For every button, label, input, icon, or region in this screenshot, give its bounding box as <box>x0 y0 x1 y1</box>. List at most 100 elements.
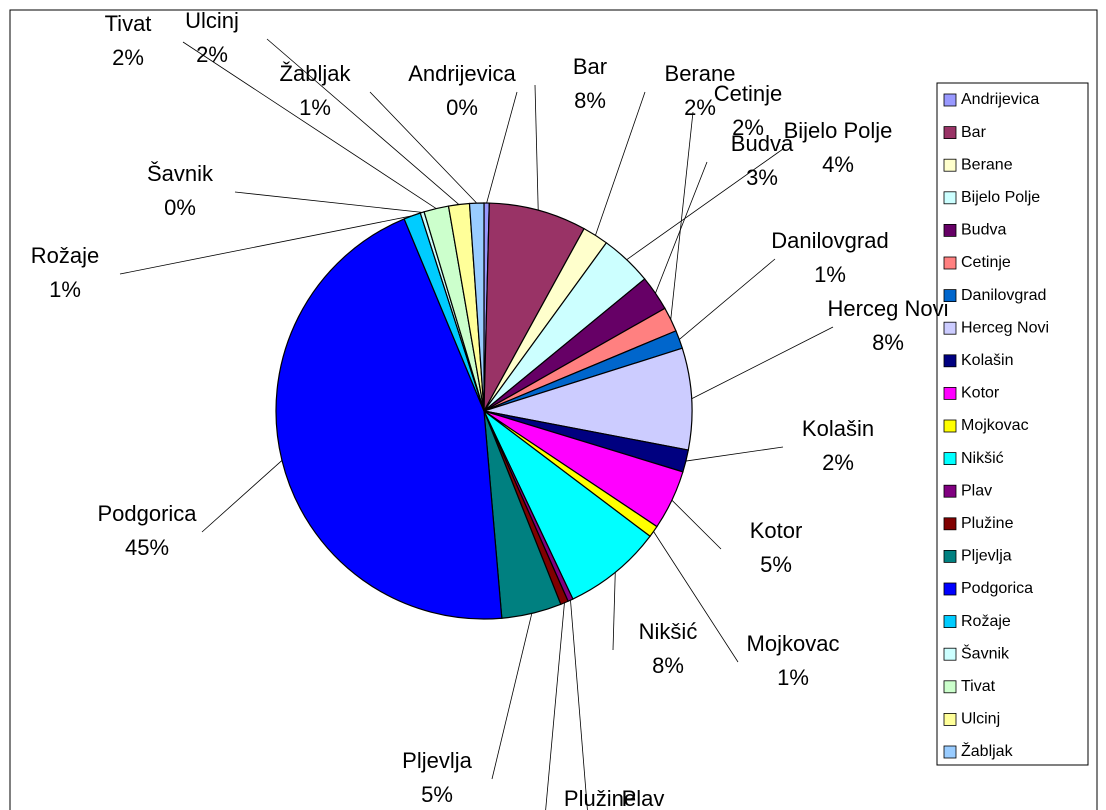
leader-line <box>671 499 722 550</box>
leader-line <box>570 600 588 810</box>
data-label-value: 8% <box>652 653 684 678</box>
data-label-name: Mojkovac <box>747 631 840 656</box>
legend-label: Žabljak <box>961 741 1014 760</box>
leader-line <box>670 111 694 320</box>
legend-label: Danilovgrad <box>961 287 1046 304</box>
data-label-name: Podgorica <box>97 501 197 526</box>
legend-label: Herceg Novi <box>961 319 1049 336</box>
leader-line <box>119 215 413 275</box>
leader-line <box>369 91 478 204</box>
leader-line <box>655 161 708 294</box>
legend-swatch <box>943 386 957 400</box>
legend-label: Podgorica <box>961 580 1033 597</box>
legend-swatch <box>943 647 957 661</box>
legend-swatch <box>943 550 957 563</box>
data-label-name: Žabljak <box>280 61 352 86</box>
legend-label: Bar <box>961 124 987 141</box>
legend-swatch <box>943 745 957 759</box>
legend-swatch <box>943 354 957 368</box>
data-label-name: Herceg Novi <box>827 296 948 321</box>
legend-swatch <box>943 452 957 466</box>
leader-line <box>234 191 423 213</box>
legend-swatch <box>943 289 957 303</box>
pie-slice <box>483 202 585 412</box>
data-label-value: 1% <box>299 95 331 120</box>
legend-label: Pljevlja <box>961 548 1012 565</box>
leader-line <box>201 460 283 533</box>
data-label-value: 1% <box>777 665 809 690</box>
data-label-value: 0% <box>164 195 196 220</box>
data-label-name: Bar <box>573 54 607 79</box>
legend-swatch <box>943 615 957 628</box>
legend-label: Andrijevica <box>961 91 1039 108</box>
legend-swatch <box>943 582 957 596</box>
legend-swatch <box>943 93 957 107</box>
data-label-value: 2% <box>822 450 854 475</box>
data-label-value: 8% <box>872 330 904 355</box>
legend-swatch <box>943 517 957 531</box>
data-label-name: Berane <box>665 61 736 86</box>
data-label-name: Plužine <box>564 786 636 810</box>
data-label-name: Pljevlja <box>402 748 472 773</box>
leader-line <box>653 531 739 663</box>
legend-label: Plužine <box>961 515 1014 532</box>
data-label-name: Danilovgrad <box>771 228 888 253</box>
pie-slice <box>483 347 693 451</box>
data-label-name: Rožaje <box>31 243 99 268</box>
data-label-value: 2% <box>112 45 144 70</box>
legend-swatch <box>943 158 957 172</box>
data-label-value: 1% <box>814 262 846 287</box>
legend-swatch <box>943 484 957 498</box>
data-label-name: Nikšić <box>639 619 698 644</box>
leader-line <box>182 41 437 209</box>
data-label-value: 5% <box>421 782 453 807</box>
legend-label: Plav <box>961 482 992 499</box>
data-label-name: Kotor <box>750 518 803 543</box>
data-label-value: 1% <box>49 277 81 302</box>
data-label-value: 8% <box>574 88 606 113</box>
legend-label: Kotor <box>961 385 1000 402</box>
data-label-name: Šavnik <box>147 161 214 186</box>
leader-line <box>266 38 460 205</box>
pie-slice <box>468 202 485 412</box>
data-label-name: Cetinje <box>714 81 782 106</box>
legend-label: Rožaje <box>961 613 1011 630</box>
legend-box <box>936 82 1089 766</box>
legend-label: Bijelo Polje <box>961 189 1040 206</box>
data-label-value: 2% <box>196 42 228 67</box>
data-label-value: 2% <box>732 115 764 140</box>
legend-swatch <box>943 680 957 694</box>
pie-slice <box>483 410 651 600</box>
leader-line <box>685 446 784 462</box>
legend-swatch <box>943 419 957 433</box>
leader-line <box>545 602 565 810</box>
legend-label: Berane <box>961 156 1013 173</box>
leader-line <box>486 91 518 204</box>
leader-line <box>534 84 539 211</box>
data-label-value: 4% <box>822 152 854 177</box>
legend-label: Nikšić <box>961 450 1004 467</box>
legend-swatch <box>943 321 957 335</box>
leader-line <box>595 91 646 236</box>
data-label-value: 0% <box>446 95 478 120</box>
leader-line <box>691 326 834 400</box>
legend-swatch <box>943 126 957 139</box>
data-label-name: Budva <box>731 131 794 156</box>
legend-label: Kolašin <box>961 352 1013 369</box>
data-label-name: Ulcinj <box>185 8 239 33</box>
legend-label: Budva <box>961 222 1006 239</box>
data-label-name: Kolašin <box>802 416 874 441</box>
leader-line <box>612 572 616 651</box>
data-label-value: 2% <box>684 95 716 120</box>
data-label-name: Plav <box>622 786 665 810</box>
legend-swatch <box>943 256 957 270</box>
legend-label: Cetinje <box>961 254 1011 271</box>
legend-swatch <box>943 713 957 726</box>
legend-label: Mojkovac <box>961 417 1029 434</box>
data-label-value: 5% <box>760 552 792 577</box>
legend-label: Ulcinj <box>961 711 1000 728</box>
leader-line <box>491 613 533 780</box>
data-label-value: 45% <box>125 535 169 560</box>
legend-label: Tivat <box>961 678 996 695</box>
